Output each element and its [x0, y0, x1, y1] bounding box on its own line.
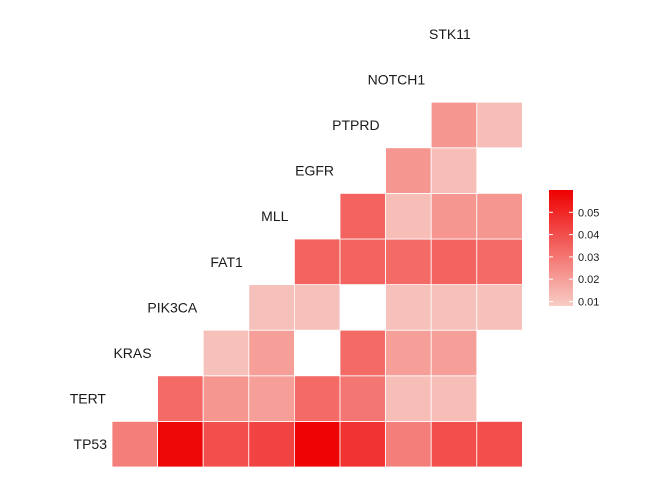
heatmap-cell-tert-kras	[157, 375, 204, 422]
gene-label-pik3ca: PIK3CA	[147, 299, 197, 315]
gene-label-tert: TERT	[70, 391, 107, 407]
gene-label-notch1: NOTCH1	[368, 71, 426, 87]
heatmap-cell-tp53-notch1	[430, 420, 478, 468]
gene-label-stk11: STK11	[429, 26, 471, 42]
heatmap-cell-mll-ptprd	[385, 192, 432, 240]
heatmap-cell-ptprd-stk11	[476, 101, 523, 149]
legend-tick-label: 0.01	[578, 297, 599, 309]
legend-color-bar	[549, 190, 573, 306]
heatmap-cell-tp53-fat1	[248, 420, 295, 468]
heatmap-cell-fat1-ptprd	[385, 238, 432, 285]
heatmap-cell-fat1-mll	[293, 238, 341, 285]
gene-labels: TP53 TERT KRAS PIK3CA FAT1 MLL EGFR PTPRD NOTCH1…	[70, 26, 471, 452]
legend-tick-label: 0.03	[578, 252, 599, 264]
heatmap-cell-kras-ptprd	[385, 329, 432, 377]
heatmap-cell-tp53-stk11	[476, 420, 523, 468]
gene-label-mll: MLL	[261, 208, 288, 224]
heatmap-cell-tert-notch1	[430, 375, 478, 422]
heatmap-cell-mll-egfr	[339, 192, 386, 240]
legend-ticks: 0.05 0.04 0.03 0.02 0.01	[549, 207, 599, 309]
heatmap-cell-egfr-notch1	[430, 147, 478, 194]
heatmap-cell-tp53-kras	[157, 420, 204, 468]
legend-tick-label: 0.02	[578, 274, 599, 286]
heatmap-cell-tert-pik3ca	[202, 375, 250, 422]
heatmap-cell-kras-fat1	[248, 329, 295, 377]
heatmap-cells	[111, 101, 523, 468]
heatmap-cell-ptprd-notch1	[430, 101, 478, 149]
heatmap-cell-fat1-egfr	[339, 238, 386, 285]
heatmap-cell-tert-ptprd	[385, 375, 432, 422]
heatmap-cell-tp53-pik3ca	[202, 420, 250, 468]
gene-label-fat1: FAT1	[210, 254, 243, 270]
heatmap-cell-tp53-tert	[111, 420, 158, 468]
heatmap-cell-pik3ca-ptprd	[385, 284, 432, 331]
heatmap-cell-pik3ca-fat1	[248, 284, 295, 331]
color-legend: 0.05 0.04 0.03 0.02 0.01	[549, 190, 599, 309]
heatmap-cell-mll-stk11	[476, 192, 523, 240]
gene-label-kras: KRAS	[113, 345, 151, 361]
gene-label-egfr: EGFR	[295, 163, 334, 179]
heatmap-cell-fat1-notch1	[430, 238, 478, 285]
legend-tick-label: 0.04	[578, 230, 599, 242]
heatmap-cell-pik3ca-mll	[293, 284, 341, 331]
heatmap-cell-kras-notch1	[430, 329, 478, 377]
heatmap-cell-mll-notch1	[430, 192, 478, 240]
legend-tick-label: 0.05	[578, 207, 599, 219]
heatmap-cell-tp53-mll	[293, 420, 341, 468]
gene-label-ptprd: PTPRD	[332, 117, 379, 133]
heatmap-cell-kras-egfr	[339, 329, 386, 377]
gene-label-tp53: TP53	[74, 436, 108, 452]
heatmap-cell-tert-fat1	[248, 375, 295, 422]
heatmap-cell-pik3ca-stk11	[476, 284, 523, 331]
heatmap-cell-tp53-egfr	[339, 420, 386, 468]
heatmap-cell-tp53-ptprd	[385, 420, 432, 468]
heatmap-cell-kras-pik3ca	[202, 329, 250, 377]
heatmap-cell-tert-egfr	[339, 375, 386, 422]
heatmap-cell-fat1-stk11	[476, 238, 523, 285]
heatmap-cell-tert-mll	[293, 375, 341, 422]
heatmap-cell-egfr-ptprd	[385, 147, 432, 194]
heatmap-cell-pik3ca-notch1	[430, 284, 478, 331]
